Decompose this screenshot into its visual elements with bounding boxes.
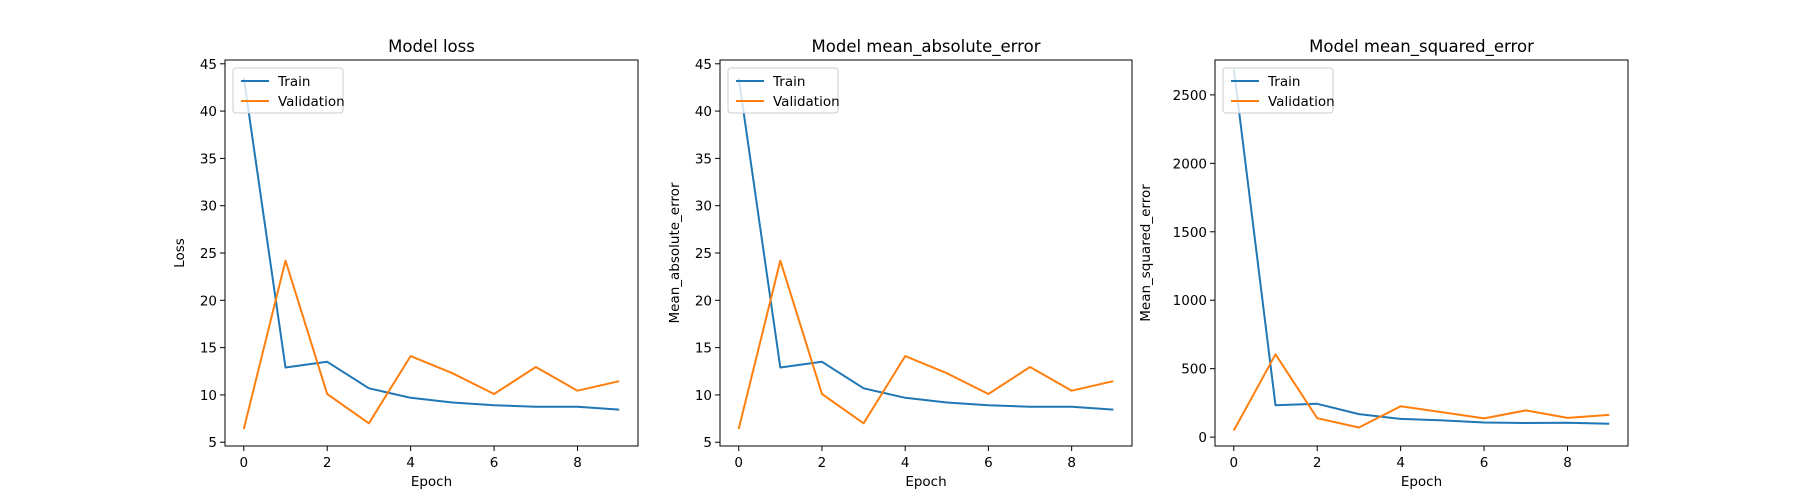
series-line-train	[242, 77, 620, 411]
y-tick-label: 20	[695, 293, 712, 309]
chart-title: Model mean_squared_error	[1309, 37, 1534, 57]
y-tick-label: 2000	[1173, 156, 1207, 172]
legend-label: Train	[277, 74, 310, 90]
chart-title: Model mean_absolute_error	[812, 37, 1041, 57]
x-tick-label: 6	[490, 455, 499, 471]
x-tick-label: 8	[1563, 455, 1572, 471]
y-tick-label: 45	[695, 57, 712, 73]
plot-area-frame	[224, 59, 639, 447]
y-tick-label: 10	[695, 388, 712, 404]
y-tick-label: 5	[703, 435, 712, 451]
y-tick-label: 45	[200, 57, 217, 73]
series-line-train	[1232, 68, 1610, 425]
y-tick-label: 25	[695, 246, 712, 262]
y-tick-label: 0	[1198, 430, 1207, 446]
y-tick-label: 25	[200, 246, 217, 262]
y-tick-label: 30	[695, 199, 712, 215]
y-tick-label: 40	[200, 104, 217, 120]
chart-panel-1: Model loss 0 2 4 6 8 5 10 15 20 25 30 35 40 45 Epoch Los…	[172, 37, 639, 490]
x-axis-label: Epoch	[1401, 474, 1442, 490]
x-tick-label: 4	[901, 455, 910, 471]
y-axis-label: Loss	[172, 238, 188, 268]
x-tick-label: 2	[323, 455, 332, 471]
legend: Train Validation	[727, 67, 840, 114]
y-tick-label: 1000	[1173, 293, 1207, 309]
y-axis-label: Mean_squared_error	[1138, 184, 1154, 322]
legend-label: Validation	[773, 94, 840, 110]
plot-area-frame	[1214, 59, 1629, 447]
x-axis-label: Epoch	[905, 474, 946, 490]
legend-label: Train	[772, 74, 805, 90]
plot-area-frame	[719, 59, 1133, 447]
y-tick-label: 30	[200, 199, 217, 215]
x-tick-label: 6	[1480, 455, 1489, 471]
x-axis-label: Epoch	[411, 474, 452, 490]
x-tick-label: 6	[984, 455, 993, 471]
legend-label: Train	[1267, 74, 1300, 90]
legend: Train Validation	[232, 67, 345, 114]
x-tick-label: 0	[1229, 455, 1238, 471]
y-tick-label: 10	[200, 388, 217, 404]
y-tick-label: 5	[208, 435, 217, 451]
chart-panel-3: Model mean_squared_error 0 2 4 6 8 0 500 1000 150…	[1138, 37, 1629, 490]
y-axis-label: Mean_absolute_error	[667, 182, 683, 323]
y-tick-label: 35	[695, 151, 712, 167]
legend-label: Validation	[278, 94, 345, 110]
chart-title: Model loss	[388, 37, 475, 56]
y-tick-label: 1500	[1173, 225, 1207, 241]
y-tick-label: 2500	[1173, 88, 1207, 104]
legend-label: Validation	[1268, 94, 1335, 110]
x-tick-label: 2	[1313, 455, 1322, 471]
x-tick-label: 2	[818, 455, 827, 471]
x-tick-label: 0	[734, 455, 743, 471]
x-tick-label: 8	[573, 455, 582, 471]
x-tick-label: 4	[1396, 455, 1405, 471]
x-tick-label: 8	[1067, 455, 1076, 471]
legend: Train Validation	[1222, 67, 1335, 114]
series-line-validation	[1232, 353, 1610, 431]
y-tick-label: 15	[695, 341, 712, 357]
series-line-validation	[737, 259, 1114, 430]
y-tick-label: 35	[200, 151, 217, 167]
x-tick-label: 4	[406, 455, 415, 471]
series-line-train	[737, 77, 1114, 411]
y-tick-label: 500	[1181, 362, 1207, 378]
y-tick-label: 20	[200, 293, 217, 309]
y-tick-label: 15	[200, 341, 217, 357]
chart-panel-2: Model mean_absolute_error 0 2 4 6 8 5 10 15 20 25 3…	[667, 37, 1133, 490]
y-tick-label: 40	[695, 104, 712, 120]
series-line-validation	[242, 259, 620, 430]
x-tick-label: 0	[239, 455, 248, 471]
